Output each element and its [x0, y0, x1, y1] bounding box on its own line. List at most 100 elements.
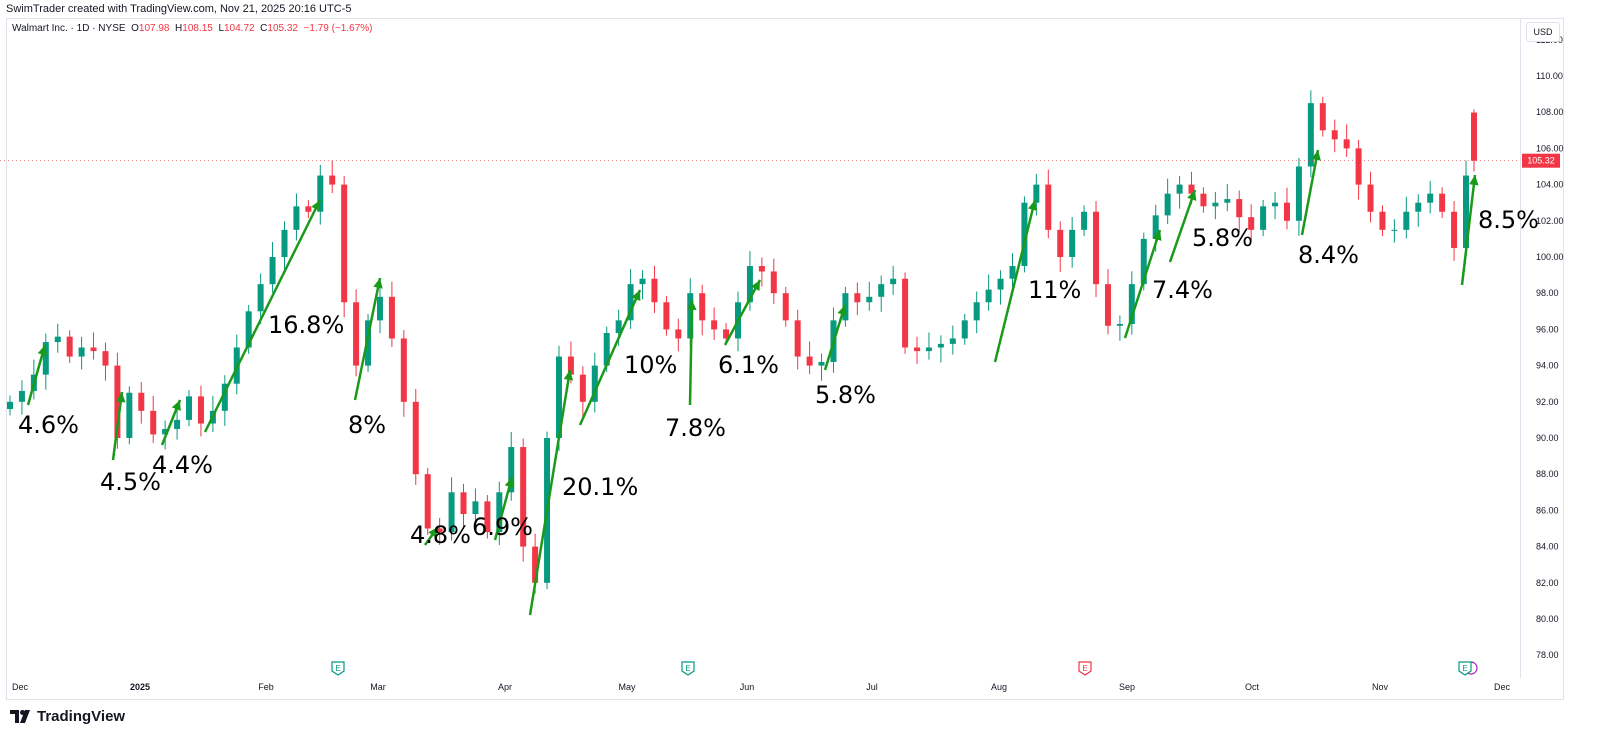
- candle-body: [1045, 184, 1052, 230]
- candle-body: [496, 492, 503, 533]
- arrow-head-icon: [171, 400, 181, 411]
- candle-body: [1272, 202, 1279, 207]
- arrow-head-icon: [115, 392, 126, 403]
- price-tick-label: 94.00: [1536, 361, 1559, 371]
- candle-body: [806, 356, 813, 366]
- candle-body: [1319, 103, 1326, 131]
- candle-body: [1236, 199, 1243, 218]
- chart-frame: [6, 18, 1564, 700]
- close-value: 105.32: [267, 23, 298, 34]
- arrow-head-icon: [311, 200, 320, 211]
- price-tick-label: 106.00: [1536, 143, 1564, 153]
- price-tick-label: 84.00: [1536, 542, 1559, 552]
- gain-annotation: 4.8%: [410, 521, 471, 549]
- candle-body: [341, 184, 348, 303]
- gain-annotation: 16.8%: [268, 311, 344, 339]
- time-tick-label: Apr: [498, 682, 512, 692]
- trend-arrow-line: [493, 476, 514, 541]
- gain-annotation: 5.8%: [815, 381, 876, 409]
- candle-body: [925, 347, 932, 352]
- arrow-head-icon: [504, 477, 515, 488]
- candle-body: [866, 296, 873, 303]
- candle-body: [1176, 184, 1183, 194]
- candle-body: [973, 302, 980, 321]
- trend-arrow-line: [26, 344, 47, 406]
- candle-body: [890, 278, 897, 285]
- candle-body: [1403, 211, 1410, 230]
- candle-body: [269, 257, 276, 285]
- candle-body: [448, 492, 455, 533]
- arrow-head-icon: [1469, 175, 1479, 186]
- arrow-head-icon: [37, 345, 47, 356]
- price-tick-label: 80.00: [1536, 614, 1559, 624]
- candle-body: [1463, 175, 1469, 248]
- time-tick-label: Dec: [12, 682, 29, 692]
- arrow-head-icon: [631, 290, 641, 301]
- candle-body: [412, 401, 419, 475]
- candle-body: [1104, 284, 1111, 326]
- candle-body: [245, 311, 252, 348]
- candle-body: [699, 293, 706, 321]
- candle-body: [1367, 184, 1374, 212]
- candle-body: [961, 320, 968, 339]
- arrow-head-icon: [428, 527, 438, 538]
- candle-body: [305, 206, 312, 212]
- candle-body: [997, 278, 1004, 290]
- time-tick-label: Nov: [1372, 682, 1389, 692]
- price-tick-label: 110.00: [1536, 71, 1563, 81]
- candle-body: [794, 320, 801, 357]
- arrow-head-icon: [1152, 230, 1162, 241]
- time-tick-label: Dec: [1494, 682, 1511, 692]
- price-axis[interactable]: [1520, 18, 1563, 678]
- candle-body: [472, 501, 479, 515]
- candle-body: [293, 206, 300, 230]
- currency-button[interactable]: USD: [1526, 22, 1560, 42]
- earnings-marker-label: E: [1082, 664, 1087, 673]
- last-price-badge: [1522, 153, 1560, 168]
- candle-body: [508, 447, 515, 493]
- chart-credit: SwimTrader created with TradingView.com,…: [6, 3, 352, 15]
- trend-arrow-line: [1300, 149, 1320, 236]
- candle-body: [281, 229, 288, 257]
- tradingview-logo[interactable]: TradingView: [10, 708, 125, 725]
- earnings-marker-icon: [681, 661, 695, 676]
- gain-annotation: 6.9%: [472, 513, 533, 541]
- candle-body: [138, 392, 145, 411]
- price-tick-label: 108.00: [1536, 107, 1564, 117]
- candle-body: [460, 492, 467, 515]
- time-tick-label: Feb: [258, 682, 274, 692]
- gain-annotation: 8%: [348, 411, 386, 439]
- candle-body: [1427, 193, 1434, 203]
- candle-body: [914, 347, 921, 352]
- candle-body: [126, 392, 133, 438]
- trend-arrow-line: [688, 299, 694, 406]
- gain-annotation: 10%: [624, 351, 677, 379]
- candle-body: [162, 428, 169, 435]
- gain-annotation: 6.1%: [718, 351, 779, 379]
- candle-body: [424, 474, 431, 529]
- arrow-head-icon: [1187, 190, 1197, 201]
- price-tick-label: 86.00: [1536, 505, 1559, 515]
- gain-annotation: 11%: [1028, 276, 1081, 304]
- earnings-marker-label: E: [335, 664, 340, 673]
- earnings-marker-icon: [1078, 661, 1092, 676]
- candle-body: [1164, 193, 1171, 216]
- time-tick-label: 2025: [130, 682, 150, 692]
- candle-body: [615, 320, 622, 334]
- price-tick-label: 78.00: [1536, 650, 1559, 660]
- candle-body: [1212, 202, 1219, 207]
- arrow-head-icon: [563, 370, 574, 381]
- time-tick-label: Sep: [1119, 682, 1135, 692]
- price-tick-label: 90.00: [1536, 433, 1559, 443]
- price-tick-label: 96.00: [1536, 324, 1559, 334]
- candle-body: [353, 302, 360, 366]
- candle-body: [1224, 199, 1231, 203]
- candle-body: [102, 351, 109, 366]
- price-tick-label: 100.00: [1536, 252, 1564, 262]
- candle-body: [18, 390, 25, 402]
- arrow-head-icon: [1311, 150, 1321, 161]
- symbol-legend: Walmart Inc. · 1D · NYSE O107.98 H108.15…: [12, 23, 372, 34]
- candle-body: [878, 284, 885, 297]
- candle-body: [985, 289, 992, 303]
